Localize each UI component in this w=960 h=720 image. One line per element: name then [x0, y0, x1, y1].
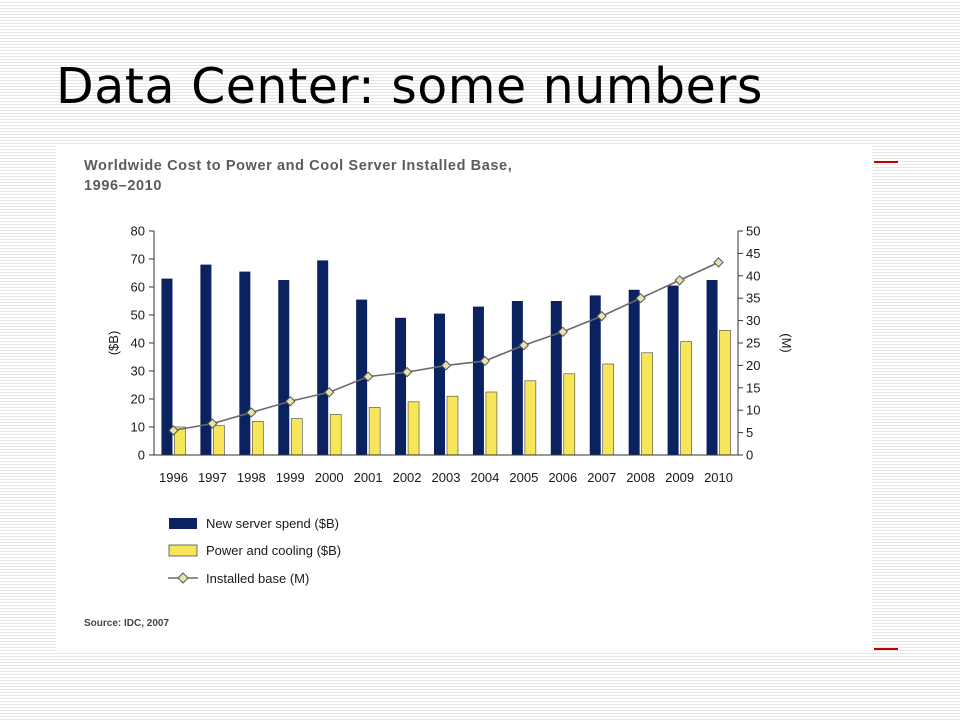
bar-new-server-spend-b-2008: [628, 289, 640, 455]
x-tick-label-1998: 1998: [237, 470, 266, 485]
bar-new-server-spend-b-1996: [161, 278, 173, 455]
legend-swatch-new-server-spend: [169, 518, 197, 529]
legend: New server spend ($B) Power and cooling …: [168, 516, 341, 586]
point-installed-base-m-2002: [401, 366, 413, 378]
x-tick-label-2009: 2009: [665, 470, 694, 485]
y2-tick-label-20: 20: [746, 358, 760, 373]
legend-label-installed-base: Installed base (M): [206, 571, 309, 586]
x-tick-label-2003: 2003: [432, 470, 461, 485]
bar-power-and-cooling-b-2008: [641, 352, 653, 456]
bar-new-server-spend-b-2006: [550, 301, 562, 455]
point-installed-base-m-2010: [713, 257, 724, 268]
point-installed-base-m-1998: [246, 407, 257, 418]
bar-power-and-cooling-b-2003: [446, 395, 459, 456]
y2-tick-label-30: 30: [746, 313, 760, 328]
plot-area: 0 10 20 30 40 50 60 70 80 0 5 10 15 20 25 30 35 40 45 50 199…: [106, 224, 794, 486]
y2-tick-label-25: 25: [746, 336, 760, 351]
y-tick-label-10: 10: [131, 420, 145, 435]
bar-new-server-spend-b-2001: [356, 299, 368, 455]
bar-new-server-spend-b-2005: [511, 301, 523, 455]
x-tick-label-2007: 2007: [587, 470, 616, 485]
bar-new-server-spend-b-2000: [317, 260, 329, 455]
point-installed-base-m-2005: [518, 340, 530, 351]
y2-tick-label-15: 15: [746, 380, 760, 395]
bar-power-and-cooling-b-2000: [329, 414, 342, 456]
legend-swatch-power-and-cooling: [168, 544, 198, 557]
bar-new-server-spend-b-2010: [706, 280, 718, 455]
point-installed-base-m-1999: [285, 396, 296, 407]
y-tick-label-70: 70: [131, 252, 145, 267]
chart-title: Worldwide Cost to Power and Cool Server …: [84, 158, 512, 174]
y-tick-label-0: 0: [138, 448, 145, 463]
source-note: Source: IDC, 2007: [84, 618, 169, 629]
y2-tick-label-45: 45: [746, 246, 760, 261]
point-installed-base-m-2004: [479, 355, 491, 367]
bar-power-and-cooling-b-2002: [407, 401, 420, 456]
y-tick-label-20: 20: [131, 392, 145, 407]
x-tick-label-1997: 1997: [198, 470, 227, 485]
point-installed-base-m-2006: [557, 326, 569, 338]
y2-tick-label-10: 10: [746, 403, 760, 418]
legend-marker-installed-base: [177, 572, 189, 584]
y-tick-label-50: 50: [131, 308, 145, 323]
bar-new-server-spend-b-2007: [589, 295, 601, 455]
y-tick-label-30: 30: [131, 364, 145, 379]
y2-tick-label-40: 40: [746, 268, 760, 283]
y-tick-label-80: 80: [131, 224, 145, 239]
point-installed-base-m-2003: [440, 360, 452, 371]
bar-power-and-cooling-b-2005: [524, 380, 537, 456]
accent-line-bottom: [874, 648, 898, 650]
slide-title: Data Center: some numbers: [56, 58, 763, 115]
x-tick-label-2005: 2005: [509, 470, 538, 485]
y2-axis-title: (M): [779, 333, 794, 353]
point-installed-base-m-2000: [323, 387, 335, 398]
bar-power-and-cooling-b-2009: [680, 341, 692, 456]
x-tick-label-1996: 1996: [159, 470, 188, 485]
legend-label-power-and-cooling: Power and cooling ($B): [206, 543, 341, 558]
x-tick-label-2004: 2004: [470, 470, 499, 485]
bar-power-and-cooling-b-1997: [213, 425, 225, 456]
bar-power-and-cooling-b-2001: [368, 407, 381, 456]
y2-tick-label-5: 5: [746, 425, 753, 440]
x-tick-label-2008: 2008: [626, 470, 655, 485]
legend-label-new-server-spend: New server spend ($B): [206, 516, 339, 531]
point-installed-base-m-2007: [596, 310, 607, 322]
y-axis-title: ($B): [106, 331, 121, 356]
x-tick-label-2000: 2000: [315, 470, 344, 485]
bar-new-server-spend-b-2003: [434, 313, 445, 455]
point-installed-base-m-2001: [362, 371, 374, 382]
bar-power-and-cooling-b-2010: [719, 330, 731, 456]
y2-tick-label-35: 35: [746, 291, 760, 306]
x-tick-label-2002: 2002: [393, 470, 422, 485]
x-tick-label-2010: 2010: [704, 470, 733, 485]
point-installed-base-m-1997: [207, 418, 218, 429]
bar-new-server-spend-b-1999: [278, 280, 290, 455]
y-tick-label-60: 60: [131, 280, 145, 295]
bar-new-server-spend-b-2009: [667, 285, 679, 455]
bar-power-and-cooling-b-2006: [563, 373, 576, 456]
bar-power-and-cooling-b-2007: [602, 363, 615, 456]
bar-power-and-cooling-b-1998: [252, 421, 264, 456]
x-tick-label-2006: 2006: [548, 470, 577, 485]
bar-new-server-spend-b-2004: [472, 306, 484, 455]
chart-subtitle: 1996–2010: [84, 178, 162, 194]
bar-new-server-spend-b-1998: [239, 271, 251, 455]
point-installed-base-m-1996: [168, 425, 179, 436]
bar-power-and-cooling-b-2004: [485, 391, 498, 456]
accent-line-top: [874, 161, 898, 163]
point-installed-base-m-2009: [674, 275, 685, 286]
point-installed-base-m-2008: [635, 292, 646, 304]
chart-panel: Worldwide Cost to Power and Cool Server …: [56, 144, 872, 652]
bar-new-server-spend-b-2002: [395, 317, 407, 455]
chart-svg: Worldwide Cost to Power and Cool Server …: [84, 158, 794, 629]
y-tick-label-40: 40: [131, 336, 145, 351]
bar-new-server-spend-b-1997: [200, 264, 212, 455]
y2-tick-label-50: 50: [746, 224, 760, 239]
x-tick-label-1999: 1999: [276, 470, 305, 485]
y2-tick-label-0: 0: [746, 448, 753, 463]
x-tick-label-2001: 2001: [354, 470, 383, 485]
bar-power-and-cooling-b-1999: [290, 418, 303, 456]
